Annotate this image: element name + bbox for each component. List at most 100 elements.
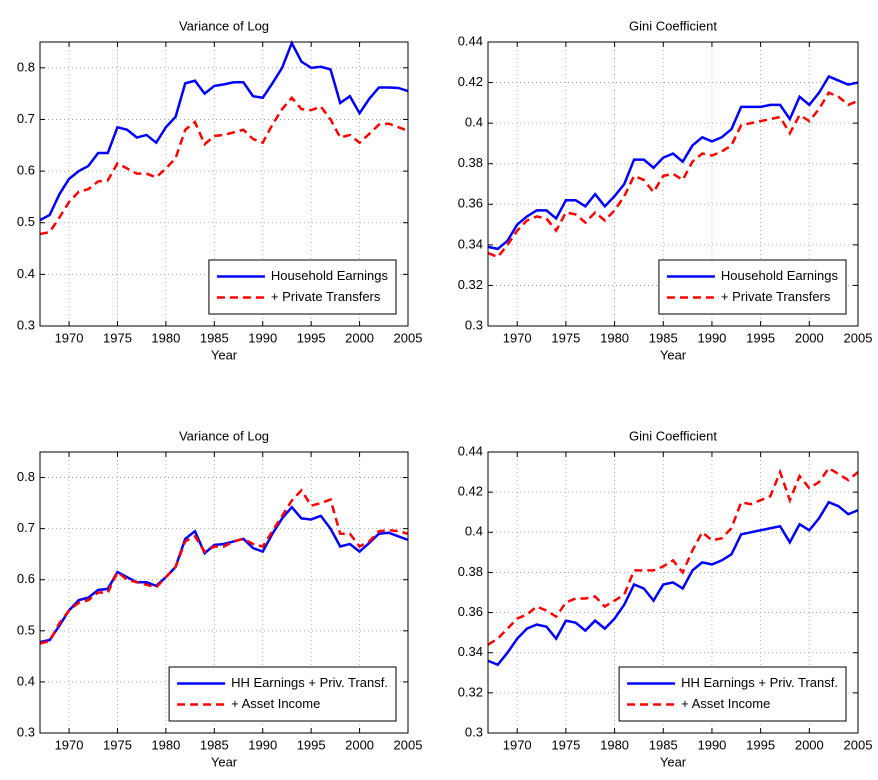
- series-line: [487, 500, 859, 667]
- x-tick-label: 1990: [697, 737, 726, 752]
- x-tick-label: 2005: [394, 330, 423, 345]
- x-tick-label: 1970: [55, 737, 84, 752]
- y-tick-label: 0.3: [465, 317, 483, 332]
- series-line: [39, 488, 409, 645]
- x-axis-label: Year: [660, 347, 687, 362]
- axes-frame: [39, 41, 409, 327]
- subplot: Gini Coefficient Year 1970 1975 1980 1985 1990…: [458, 428, 873, 769]
- series-line: [39, 95, 409, 236]
- series-line: [39, 40, 409, 222]
- y-tick-label: 0.44: [458, 443, 483, 458]
- axes-frame: [487, 41, 859, 327]
- x-axis-label: Year: [660, 754, 687, 769]
- y-tick-label: 0.5: [17, 214, 35, 229]
- subplot-title: Variance of Log: [179, 428, 269, 443]
- y-tick-label: 0.7: [17, 520, 35, 535]
- x-tick-label: 1990: [248, 330, 277, 345]
- x-tick-label: 2000: [795, 737, 824, 752]
- x-tick-label: 1980: [600, 737, 629, 752]
- y-tick-label: 0.5: [17, 622, 35, 637]
- x-tick-label: 1970: [503, 330, 532, 345]
- y-tick-label: 0.44: [458, 33, 483, 48]
- x-tick-label: 1990: [248, 737, 277, 752]
- y-tick-label: 0.7: [17, 111, 35, 126]
- x-tick-label: 2000: [345, 737, 374, 752]
- legend-label: HH Earnings + Priv. Transf.: [681, 675, 838, 690]
- y-tick-label: 0.3: [465, 724, 483, 739]
- x-tick-label: 1980: [151, 737, 180, 752]
- y-tick-label: 0.38: [458, 564, 483, 579]
- x-tick-label: 1985: [200, 330, 229, 345]
- legend-box: [658, 259, 847, 315]
- x-tick-label: 1975: [103, 330, 132, 345]
- x-axis-label: Year: [211, 754, 238, 769]
- y-tick-label: 0.4: [465, 115, 483, 130]
- x-tick-label: 1985: [649, 737, 678, 752]
- legend-box: [618, 666, 847, 722]
- subplot: Variance of Log Year 1970 1975 1980 1985 1990 1…: [17, 428, 423, 769]
- series-line: [487, 466, 859, 646]
- y-tick-label: 0.3: [17, 317, 35, 332]
- x-tick-label: 2005: [844, 330, 873, 345]
- x-tick-label: 1980: [151, 330, 180, 345]
- legend: HH Earnings + Priv. Transf. + Asset Incom…: [618, 666, 847, 722]
- x-tick-label: 2005: [844, 737, 873, 752]
- y-tick-label: 0.6: [17, 571, 35, 586]
- legend-label: Household Earnings: [721, 268, 839, 283]
- subplot: Variance of Log Year 1970 1975 1980 1985 1990 1…: [17, 18, 423, 362]
- y-tick-label: 0.34: [458, 644, 483, 659]
- x-tick-label: 1975: [551, 330, 580, 345]
- x-axis-label: Year: [211, 347, 238, 362]
- legend-label: + Private Transfers: [721, 289, 831, 304]
- y-tick-label: 0.8: [17, 469, 35, 484]
- y-tick-label: 0.32: [458, 277, 483, 292]
- legend: Household Earnings + Private Transfers: [208, 259, 397, 315]
- x-tick-label: 2005: [394, 737, 423, 752]
- x-tick-label: 1990: [697, 330, 726, 345]
- subplot-title: Variance of Log: [179, 18, 269, 33]
- x-tick-label: 2000: [345, 330, 374, 345]
- subplot: Gini Coefficient Year 1970 1975 1980 1985 1990…: [458, 18, 873, 362]
- x-tick-label: 1970: [503, 737, 532, 752]
- x-tick-label: 1995: [297, 330, 326, 345]
- y-tick-label: 0.42: [458, 74, 483, 89]
- x-tick-label: 1995: [746, 330, 775, 345]
- y-tick-label: 0.4: [465, 524, 483, 539]
- series-line: [39, 505, 409, 644]
- x-tick-label: 1980: [600, 330, 629, 345]
- x-tick-label: 1970: [55, 330, 84, 345]
- legend: HH Earnings + Priv. Transf. + Asset Incom…: [168, 666, 397, 722]
- axes-frame: [39, 451, 409, 734]
- legend-label: HH Earnings + Priv. Transf.: [231, 675, 388, 690]
- series-line: [487, 91, 859, 259]
- x-tick-label: 1985: [200, 737, 229, 752]
- y-tick-label: 0.32: [458, 684, 483, 699]
- subplot-title: Gini Coefficient: [629, 428, 717, 443]
- y-tick-label: 0.4: [17, 673, 35, 688]
- legend-box: [168, 666, 397, 722]
- subplot-title: Gini Coefficient: [629, 18, 717, 33]
- x-tick-label: 1985: [649, 330, 678, 345]
- y-tick-label: 0.34: [458, 236, 483, 251]
- y-tick-label: 0.8: [17, 59, 35, 74]
- series-line: [487, 74, 859, 251]
- x-tick-label: 1975: [551, 737, 580, 752]
- x-tick-label: 1995: [746, 737, 775, 752]
- x-tick-label: 1975: [103, 737, 132, 752]
- legend: Household Earnings + Private Transfers: [658, 259, 847, 315]
- x-tick-label: 1995: [297, 737, 326, 752]
- y-tick-label: 0.6: [17, 163, 35, 178]
- legend-label: + Asset Income: [231, 696, 320, 711]
- y-tick-label: 0.36: [458, 196, 483, 211]
- legend-label: + Private Transfers: [271, 289, 381, 304]
- y-tick-label: 0.36: [458, 604, 483, 619]
- x-tick-label: 2000: [795, 330, 824, 345]
- y-tick-label: 0.38: [458, 155, 483, 170]
- y-tick-label: 0.3: [17, 724, 35, 739]
- y-tick-label: 0.4: [17, 266, 35, 281]
- legend-box: [208, 259, 397, 315]
- axes-frame: [487, 451, 859, 734]
- y-tick-label: 0.42: [458, 484, 483, 499]
- legend-label: Household Earnings: [271, 268, 389, 283]
